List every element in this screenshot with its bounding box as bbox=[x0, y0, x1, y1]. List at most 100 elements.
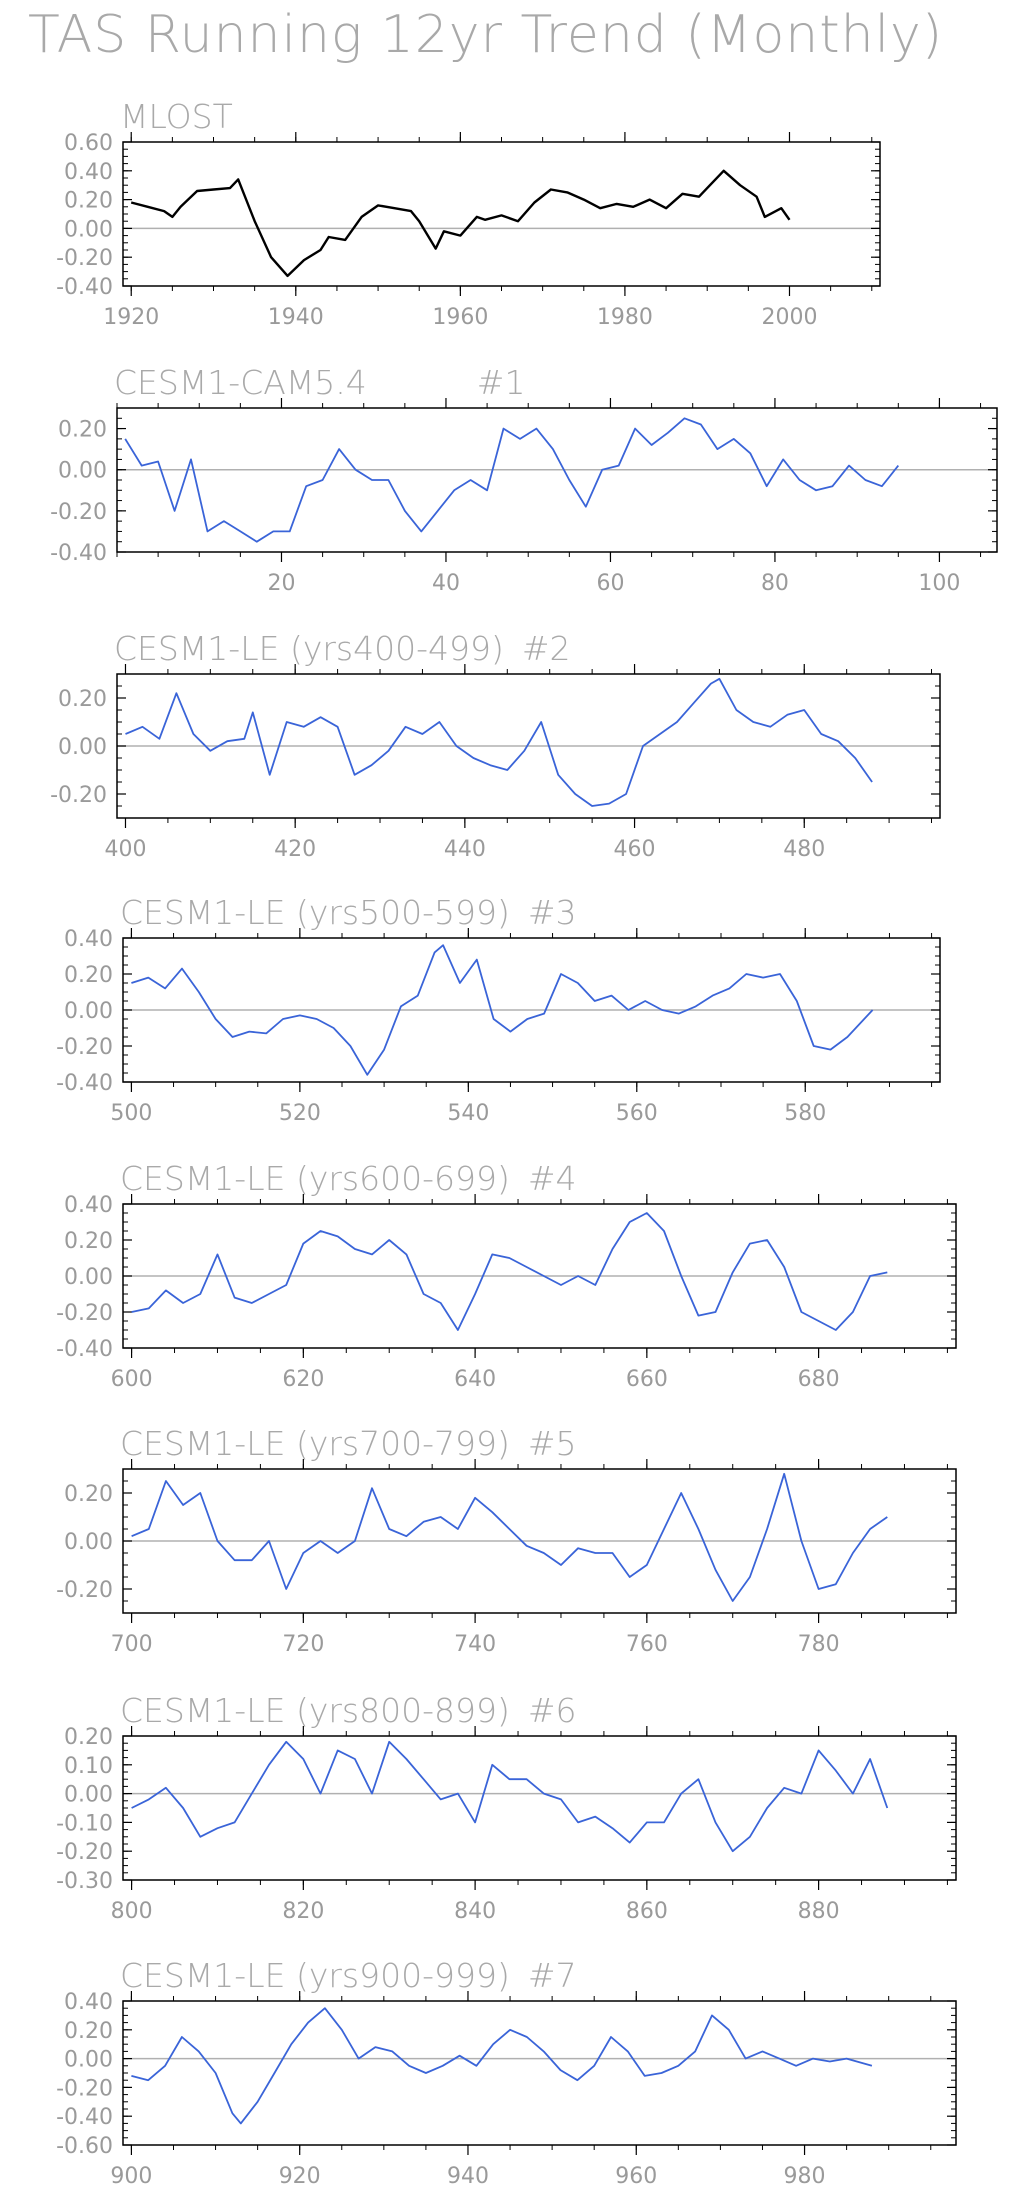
chart-panel: CESM1-LE (yrs600-699) #4 -0.40 -0.20 0.00 0.2… bbox=[56, 1159, 957, 1392]
x-tick-label: 440 bbox=[444, 837, 486, 862]
panel-title: CESM1-LE (yrs700-799) #5 bbox=[120, 1424, 577, 1463]
x-tick-label: 760 bbox=[626, 1632, 668, 1657]
plot-frame bbox=[116, 407, 998, 553]
y-tick-label: -0.40 bbox=[56, 275, 113, 300]
x-tick-label: 700 bbox=[111, 1632, 153, 1657]
x-tick-label: 40 bbox=[432, 571, 460, 596]
y-tick-label: -0.10 bbox=[56, 1811, 113, 1836]
x-tick-label: 2000 bbox=[761, 305, 817, 330]
plot-frame bbox=[122, 1468, 957, 1614]
series-line bbox=[130, 169, 791, 278]
y-tick-label: -0.20 bbox=[56, 1035, 113, 1060]
panel-title-suffix: #7 bbox=[528, 1956, 577, 1995]
y-tick-label: -0.20 bbox=[56, 1301, 113, 1326]
y-tick-label: 0.20 bbox=[58, 687, 107, 712]
y-tick-label: -0.30 bbox=[56, 1869, 113, 1894]
x-tick-label: 1960 bbox=[432, 305, 488, 330]
chart-panel: CESM1-LE (yrs500-599) #3 -0.40 -0.20 0.00 0.2… bbox=[56, 893, 941, 1126]
y-tick-label: -0.40 bbox=[56, 2105, 113, 2130]
y-tick-label: -0.40 bbox=[50, 541, 107, 566]
series-line bbox=[131, 944, 874, 1076]
plot-frame bbox=[122, 1735, 957, 1881]
x-tick-label: 620 bbox=[282, 1367, 324, 1392]
x-tick-label: 1980 bbox=[597, 305, 653, 330]
plot-frame bbox=[122, 1203, 957, 1349]
y-tick-label: 0.20 bbox=[64, 189, 113, 214]
y-tick-label: 0.20 bbox=[64, 963, 113, 988]
x-tick-label: 900 bbox=[110, 2164, 152, 2189]
x-tick-label: 540 bbox=[447, 1101, 489, 1126]
y-tick-label: 0.40 bbox=[64, 160, 113, 185]
y-tick-label: -0.40 bbox=[56, 1071, 113, 1096]
y-tick-label: 0.00 bbox=[64, 217, 113, 242]
y-tick-label: 0.20 bbox=[64, 1725, 113, 1750]
panel-title: CESM1-LE (yrs400-499) #2 bbox=[114, 629, 571, 668]
panel-title: CESM1-LE (yrs800-899) #6 bbox=[120, 1691, 577, 1730]
figure-title: TAS Running 12yr Trend (Monthly) bbox=[28, 5, 943, 65]
y-tick-label: 0.10 bbox=[64, 1754, 113, 1779]
y-tick-label: -0.20 bbox=[50, 500, 107, 525]
x-tick-label: 680 bbox=[798, 1367, 840, 1392]
y-tick-label: 0.20 bbox=[64, 1229, 113, 1254]
x-tick-label: 1920 bbox=[103, 305, 159, 330]
y-tick-label: 0.20 bbox=[58, 418, 107, 443]
x-tick-label: 980 bbox=[784, 2164, 826, 2189]
chart-panel: MLOST -0.40 -0.20 0.00 0.20 0.40 0.60 1920 1940 1… bbox=[56, 97, 881, 330]
panel-title-suffix: #5 bbox=[528, 1424, 577, 1463]
y-tick-label: 0.00 bbox=[64, 999, 113, 1024]
x-tick-label: 860 bbox=[626, 1899, 668, 1924]
x-tick-label: 460 bbox=[614, 837, 656, 862]
x-tick-label: 400 bbox=[104, 837, 146, 862]
panel-title-suffix: #3 bbox=[528, 893, 577, 932]
series-line bbox=[131, 1212, 888, 1331]
x-tick-label: 660 bbox=[626, 1367, 668, 1392]
y-tick-label: 0.00 bbox=[58, 735, 107, 760]
x-tick-label: 500 bbox=[110, 1101, 152, 1126]
y-tick-label: 0.00 bbox=[64, 2048, 113, 2073]
y-tick-label: 0.00 bbox=[64, 1530, 113, 1555]
x-tick-label: 960 bbox=[615, 2164, 657, 2189]
y-tick-label: -0.60 bbox=[56, 2134, 113, 2159]
panel-title: CESM1-LE (yrs600-699) #4 bbox=[120, 1159, 577, 1198]
plot-frame bbox=[122, 937, 941, 1083]
chart-panel: CESM1-CAM5.4 #1 -0.40 -0.20 0.00 0.20 20 40 60 80… bbox=[50, 363, 998, 596]
x-tick-label: 480 bbox=[783, 837, 825, 862]
plot-frame bbox=[122, 2000, 957, 2146]
panel-title: MLOST bbox=[120, 97, 233, 136]
y-tick-label: 0.40 bbox=[64, 927, 113, 952]
x-tick-label: 920 bbox=[279, 2164, 321, 2189]
y-tick-label: 0.00 bbox=[64, 1783, 113, 1808]
x-tick-label: 720 bbox=[282, 1632, 324, 1657]
y-tick-label: -0.20 bbox=[56, 1840, 113, 1865]
x-tick-label: 780 bbox=[798, 1632, 840, 1657]
y-tick-label: -0.20 bbox=[56, 1578, 113, 1603]
x-tick-label: 820 bbox=[282, 1899, 324, 1924]
panel-title: CESM1-CAM5.4 #1 bbox=[114, 363, 525, 402]
panel-title-suffix: #2 bbox=[522, 629, 571, 668]
chart-panel: CESM1-LE (yrs400-499) #2 -0.20 0.00 0.20 400 4… bbox=[50, 629, 941, 862]
y-tick-label: -0.20 bbox=[56, 2076, 113, 2101]
panels-group: MLOST -0.40 -0.20 0.00 0.20 0.40 0.60 1920 1940 1… bbox=[50, 97, 998, 2189]
x-tick-label: 20 bbox=[267, 571, 295, 596]
y-tick-label: 0.20 bbox=[64, 1482, 113, 1507]
panel-title-suffix: #6 bbox=[528, 1691, 577, 1730]
panel-title: CESM1-LE (yrs900-999) #7 bbox=[120, 1956, 577, 1995]
panel-title: CESM1-LE (yrs500-599) #3 bbox=[120, 893, 577, 932]
x-tick-label: 520 bbox=[279, 1101, 321, 1126]
panel-title-suffix: #1 bbox=[477, 363, 526, 402]
plot-frame bbox=[116, 673, 941, 819]
x-tick-label: 100 bbox=[918, 571, 960, 596]
x-tick-label: 940 bbox=[447, 2164, 489, 2189]
series-line bbox=[131, 1740, 889, 1853]
x-tick-label: 840 bbox=[454, 1899, 496, 1924]
y-tick-label: -0.20 bbox=[50, 783, 107, 808]
x-tick-label: 1940 bbox=[268, 305, 324, 330]
series-line bbox=[131, 1472, 888, 1602]
chart-panel: CESM1-LE (yrs900-999) #7 -0.60 -0.40 -0.20 0.… bbox=[56, 1956, 957, 2189]
x-tick-label: 60 bbox=[596, 571, 624, 596]
y-tick-label: 0.20 bbox=[64, 2019, 113, 2044]
y-tick-label: 0.60 bbox=[64, 131, 113, 156]
x-tick-label: 740 bbox=[454, 1632, 496, 1657]
y-tick-label: 0.00 bbox=[64, 1265, 113, 1290]
x-tick-label: 580 bbox=[784, 1101, 826, 1126]
